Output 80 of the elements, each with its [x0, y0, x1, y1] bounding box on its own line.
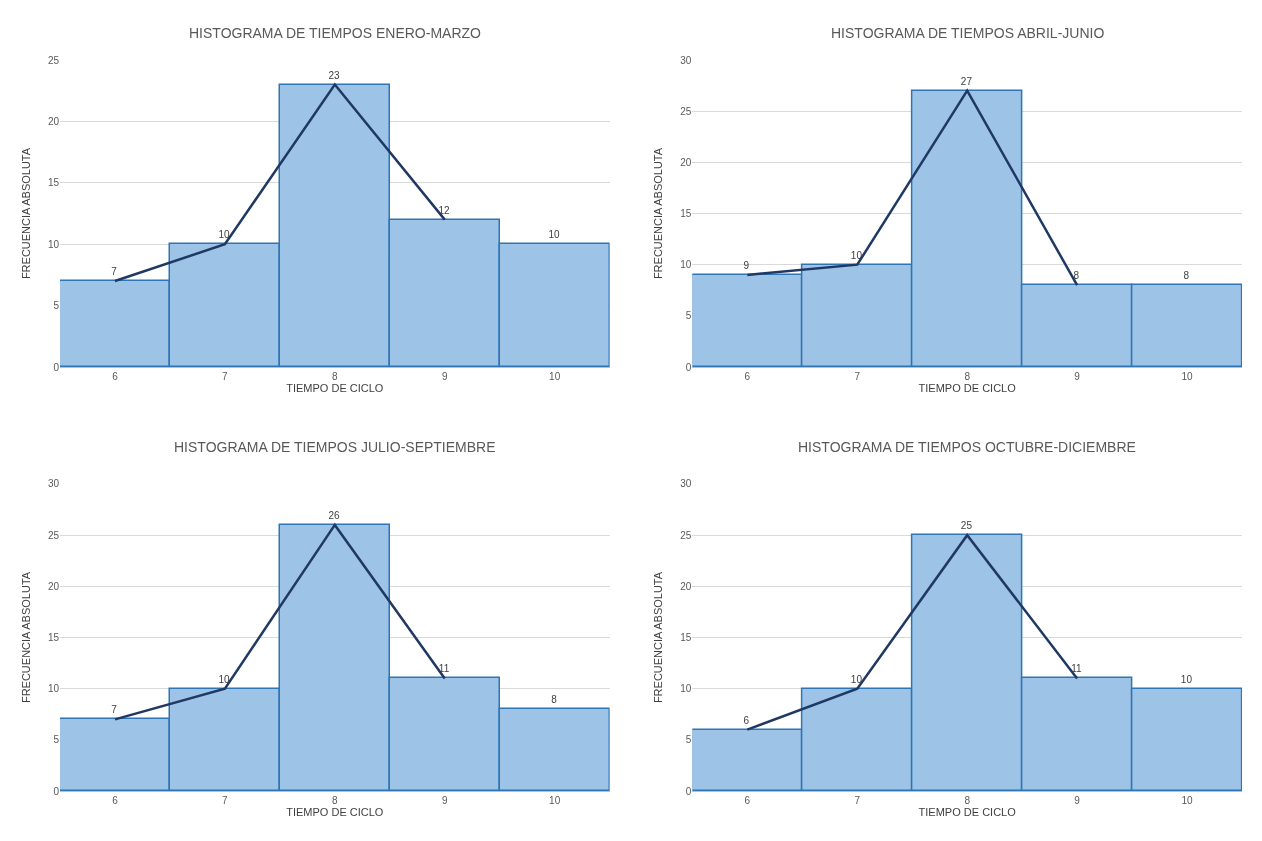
- y-axis-title: FRECUENCIA ABSOLUTA: [19, 571, 32, 704]
- x-tick-label: 6: [112, 371, 119, 383]
- data-label: 10: [218, 674, 231, 686]
- data-label: 8: [1183, 270, 1190, 282]
- x-tick-label: 9: [1074, 795, 1081, 806]
- y-tick-label: 25: [47, 54, 60, 66]
- x-tick-label: 9: [441, 371, 448, 383]
- chart-title: HISTOGRAMA DE TIEMPOS OCTUBRE-DICIEMBRE: [798, 439, 1136, 455]
- y-tick-label: 15: [47, 631, 60, 643]
- data-label: 9: [743, 260, 750, 272]
- data-label: 10: [218, 229, 231, 241]
- y-tick-label: 0: [685, 361, 692, 373]
- x-tick-label: 10: [1181, 795, 1194, 806]
- y-tick-label: 30: [47, 478, 60, 490]
- x-tick-label: 10: [549, 371, 561, 383]
- x-axis-title: TIEMPO DE CICLO: [918, 382, 1017, 395]
- line-series: [746, 89, 1079, 287]
- data-label: 10: [850, 674, 863, 686]
- x-axis-title: TIEMPO DE CICLO: [918, 806, 1017, 818]
- y-tick-label: 20: [680, 156, 692, 168]
- y-tick-label: 25: [680, 529, 692, 541]
- y-tick-label: 0: [53, 361, 60, 373]
- data-label: 7: [111, 704, 118, 716]
- y-tick-label: 20: [680, 580, 692, 592]
- y-tick-label: 10: [47, 238, 60, 250]
- x-tick-label: 7: [854, 795, 861, 806]
- y-tick-label: 20: [47, 115, 60, 127]
- x-tick-label: 6: [744, 795, 751, 806]
- data-label: 25: [960, 520, 973, 532]
- x-tick-label: 8: [332, 371, 339, 383]
- y-tick-label: 5: [53, 734, 60, 746]
- x-tick-label: 9: [441, 795, 448, 806]
- data-label: 8: [1073, 270, 1080, 282]
- x-tick-label: 8: [964, 795, 971, 806]
- y-tick-label: 10: [47, 683, 60, 695]
- x-tick-label: 10: [549, 795, 561, 806]
- data-label: 23: [328, 70, 341, 82]
- y-tick-label: 10: [680, 259, 692, 271]
- data-label: 10: [850, 250, 863, 262]
- x-tick-label: 8: [332, 795, 339, 806]
- data-label: 26: [328, 510, 341, 522]
- y-tick-label: 15: [47, 177, 60, 189]
- x-axis-title: TIEMPO DE CICLO: [286, 382, 384, 395]
- data-label: 6: [743, 715, 750, 727]
- data-label: 7: [111, 266, 118, 278]
- y-axis-title: FRECUENCIA ABSOLUTA: [651, 571, 664, 704]
- y-tick-label: 0: [53, 785, 60, 797]
- x-axis-title: TIEMPO DE CICLO: [286, 806, 384, 818]
- y-axis-title: FRECUENCIA ABSOLUTA: [19, 147, 32, 280]
- y-tick-label: 25: [680, 105, 692, 117]
- x-tick-label: 6: [112, 795, 119, 806]
- data-label: 8: [551, 694, 558, 706]
- y-tick-label: 30: [680, 478, 692, 490]
- x-tick-label: 8: [964, 371, 971, 383]
- y-tick-label: 15: [680, 631, 692, 643]
- y-tick-label: 0: [685, 785, 692, 797]
- y-tick-label: 10: [680, 683, 692, 695]
- x-tick-label: 9: [1074, 371, 1081, 383]
- data-label: 11: [1071, 663, 1083, 675]
- chart-title: HISTOGRAMA DE TIEMPOS JULIO-SEPTIEMBRE: [174, 439, 496, 455]
- x-tick-label: 10: [1181, 371, 1194, 383]
- x-tick-label: 7: [222, 371, 229, 383]
- y-tick-label: 30: [680, 54, 692, 66]
- line-series: [746, 533, 1079, 731]
- data-label: 10: [1180, 674, 1193, 686]
- y-tick-label: 5: [685, 310, 692, 322]
- x-tick-label: 6: [744, 371, 751, 383]
- y-tick-label: 20: [47, 580, 60, 592]
- data-label: 27: [960, 76, 973, 88]
- y-tick-label: 5: [53, 300, 60, 312]
- chart-title: HISTOGRAMA DE TIEMPOS ABRIL-JUNIO: [831, 25, 1105, 41]
- y-axis-title: FRECUENCIA ABSOLUTA: [651, 147, 664, 280]
- x-tick-label: 7: [222, 795, 229, 806]
- x-tick-label: 7: [854, 371, 861, 383]
- chart-title: HISTOGRAMA DE TIEMPOS ENERO-MARZO: [189, 25, 482, 41]
- data-label: 11: [438, 663, 450, 675]
- y-tick-label: 25: [47, 529, 60, 541]
- y-tick-label: 15: [680, 208, 692, 220]
- data-label: 10: [548, 229, 561, 241]
- y-tick-label: 5: [685, 734, 692, 746]
